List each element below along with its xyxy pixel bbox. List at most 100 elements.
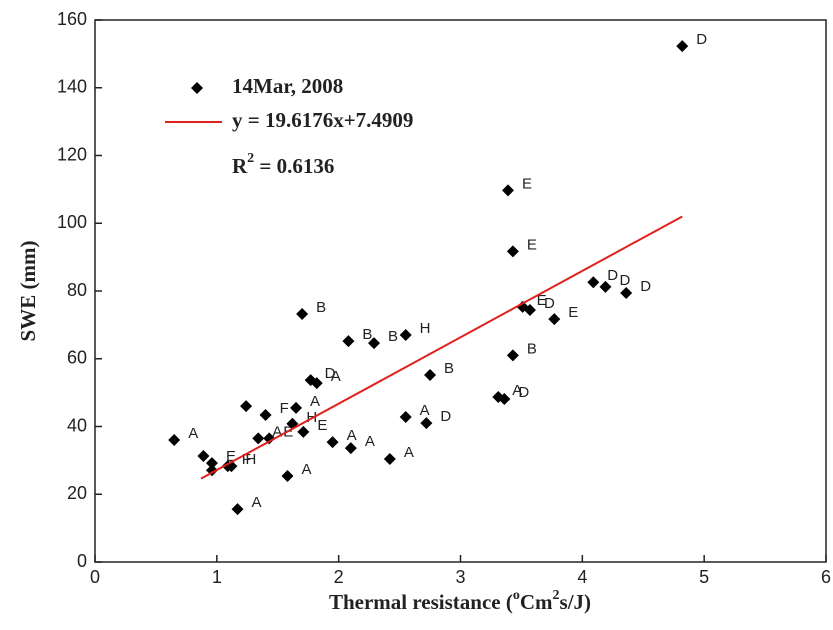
data-point [205,457,218,470]
data-point [168,434,181,447]
point-label: F [280,400,289,417]
x-tick-label: 1 [212,567,222,587]
y-tick-label: 100 [57,212,87,232]
point-label: A [272,423,282,440]
x-tick-label: 4 [577,567,587,587]
data-point [344,442,357,455]
point-label: A [310,393,320,410]
point-label: B [388,328,398,345]
point-label: D [607,267,618,284]
data-point [297,425,310,438]
x-axis-label: Thermal resistance (oCm2s/J) [329,588,591,614]
x-axis-label-part: Cm [520,590,553,614]
point-label: E [568,304,578,321]
point-label: D [518,384,529,401]
y-tick-label: 40 [67,415,87,435]
data-point [599,280,612,293]
data-point [263,432,276,445]
point-label: A [252,494,262,511]
x-axis-label-part: o [513,588,520,603]
data-point [676,40,689,53]
data-point [548,313,561,326]
data-point [259,408,272,421]
data-point [281,469,294,482]
point-label: E [527,236,537,253]
data-point [310,377,323,390]
y-tick-label: 160 [57,9,87,29]
plot-frame [94,19,827,563]
r-squared-base: R [232,154,248,178]
data-point [587,276,600,289]
point-label: B [444,360,454,377]
data-point [231,503,244,516]
data-point [506,349,519,362]
point-label: A [420,402,430,419]
y-tick-label: 20 [67,483,87,503]
y-axis-label: SWE (mm) [16,241,40,342]
x-tick-label: 6 [821,567,831,587]
point-label: A [404,444,414,461]
y-tick-label: 140 [57,77,87,97]
x-tick-label: 0 [90,567,100,587]
data-point [523,303,536,316]
data-point [290,401,303,414]
x-tick-label: 2 [334,567,344,587]
point-label: A [512,382,522,399]
r-squared: R2 = 0.6136 [232,151,334,178]
data-point [252,432,265,445]
point-label: A [365,433,375,450]
data-point [620,287,633,300]
point-label: D [544,295,555,312]
point-label: A [331,368,341,385]
r-squared-sup: 2 [247,151,254,166]
point-label: B [316,299,326,316]
data-point [498,393,511,406]
data-point [399,411,412,424]
point-label: A [301,461,311,478]
x-tick-label: 3 [455,567,465,587]
point-label: E [317,417,327,434]
data-point [197,449,210,462]
data-point [326,436,339,449]
legend-label: 14Mar, 2008 [232,74,343,98]
y-tick-label: 60 [67,348,87,368]
point-label: E [226,448,236,465]
data-point [240,400,253,413]
y-tick-label: 0 [77,551,87,571]
y-tick-label: 120 [57,144,87,164]
legend-label: y = 19.6176x+7.4909 [232,108,413,132]
point-label: A [347,427,357,444]
data-point [399,329,412,342]
point-label: D [619,272,630,289]
point-label: D [640,278,651,295]
data-point [502,184,515,197]
data-point [383,453,396,466]
fit-line [200,215,683,480]
x-axis-label-part: 2 [553,588,560,603]
point-label: E [537,292,547,309]
point-label: H [245,451,256,468]
x-tick-label: 5 [699,567,709,587]
data-point [420,417,433,430]
point-label: A [188,425,198,442]
y-tick-label: 80 [67,280,87,300]
data-point [342,335,355,348]
r-squared-rest: = 0.6136 [254,154,334,178]
point-label: H [420,320,431,337]
point-label: E [522,175,532,192]
x-axis-label-part: s/J) [560,590,592,614]
point-label: B [527,340,537,357]
x-axis-label-part: Thermal resistance ( [329,590,513,614]
point-label: D [440,408,451,425]
data-point [506,245,519,258]
legend-marker [191,82,203,94]
point-label: B [362,326,372,343]
point-label: D [696,31,707,48]
point-label: D [325,365,336,382]
data-point [367,337,380,350]
data-point [424,369,437,382]
data-point [296,308,309,321]
point-label: F [242,451,251,468]
